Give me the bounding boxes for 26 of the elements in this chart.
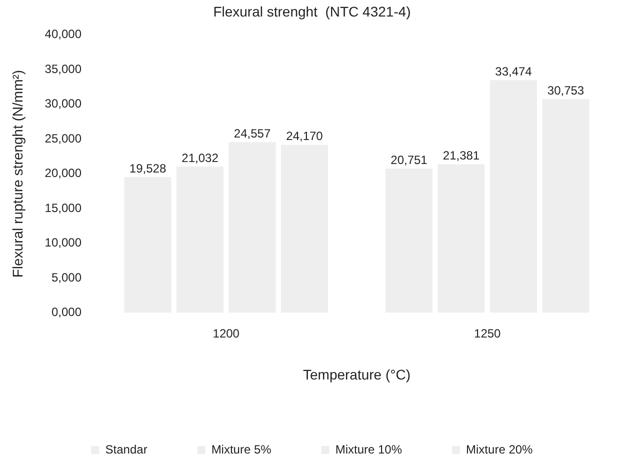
- data-label: 33,474: [495, 64, 532, 78]
- data-label: 21,032: [182, 150, 219, 165]
- y-tick-label: 0,000: [51, 305, 82, 320]
- data-label: 24,170: [286, 129, 324, 144]
- y-tick-label: 5,000: [51, 270, 82, 284]
- y-tick-label: 30,000: [44, 96, 82, 111]
- data-label: 20,751: [390, 152, 428, 167]
- data-label: 21,381: [442, 148, 480, 163]
- legend-label: Mixture 5%: [211, 442, 272, 456]
- legend-label: Mixture 10%: [335, 442, 402, 456]
- x-axis-title: Temperature (°C): [302, 366, 411, 382]
- y-axis-title: Flexural rupture strenght (N/mm²): [9, 70, 26, 278]
- data-label: 24,557: [234, 126, 271, 140]
- data-label: 30,753: [547, 83, 584, 98]
- legend-label: Mixture 20%: [466, 442, 534, 456]
- y-tick-label: 40,000: [44, 27, 82, 42]
- y-tick-label: 25,000: [44, 131, 82, 146]
- y-tick-label: 35,000: [44, 62, 82, 76]
- chart-title: Flexural strenght (NTC 4321-4): [213, 3, 411, 20]
- y-tick-label: 15,000: [44, 200, 82, 215]
- x-tick-label: 1250: [474, 326, 502, 340]
- x-tick-label: 1200: [212, 326, 240, 340]
- y-tick-label: 20,000: [44, 166, 82, 180]
- data-label: 19,528: [129, 161, 166, 176]
- legend-label: Standar: [105, 442, 148, 456]
- y-tick-label: 10,000: [44, 236, 82, 250]
